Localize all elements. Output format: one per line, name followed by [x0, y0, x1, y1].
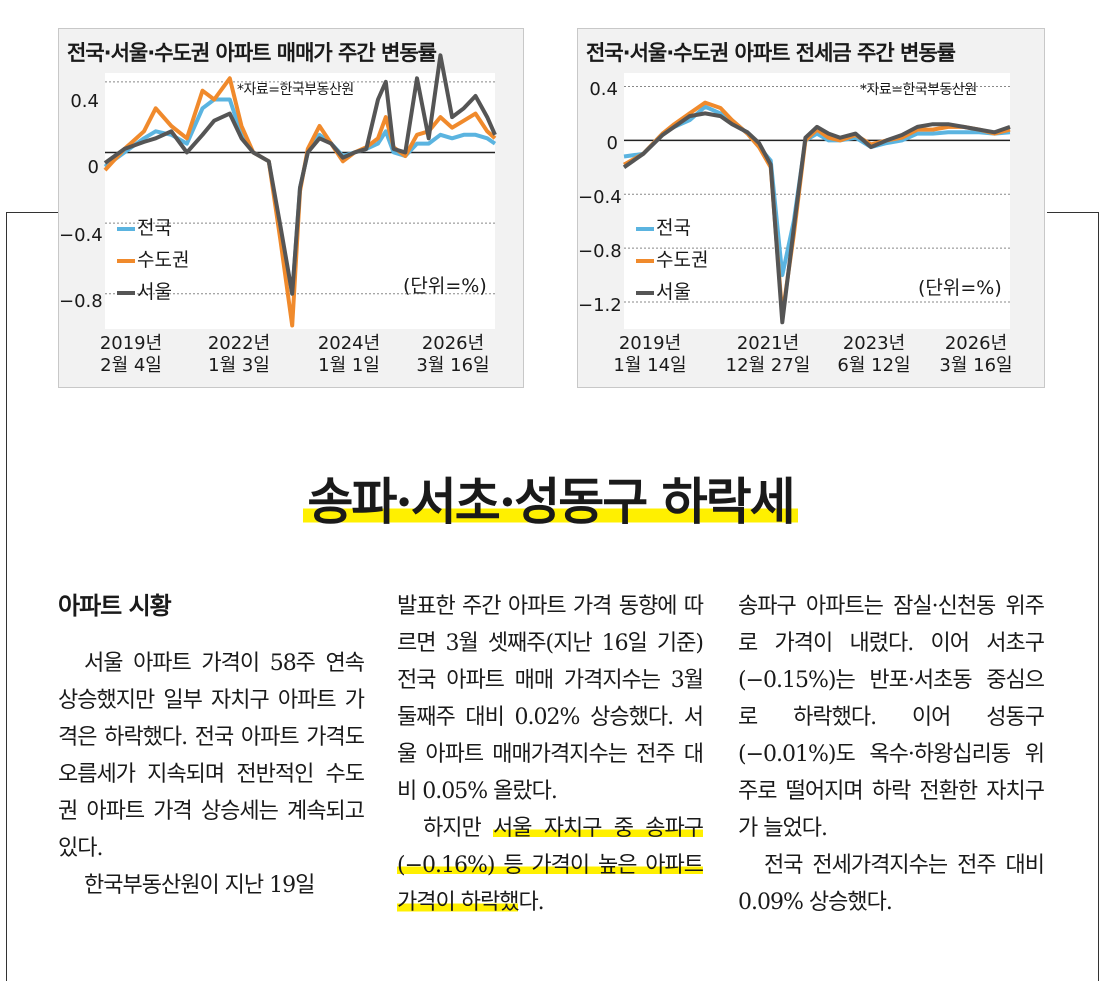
jeonse-price-plot: [622, 73, 1011, 329]
sale-price-plot: [103, 53, 497, 329]
frame-line-left-top: [6, 212, 58, 213]
y-tick: 0.4: [589, 79, 618, 100]
chart-title: 전국·서울·수도권 아파트 전세금 주간 변동률: [586, 41, 956, 65]
frame-line-right: [1098, 212, 1099, 981]
y-tick: 0: [606, 133, 618, 154]
y-tick: −0.8: [59, 291, 103, 312]
legend-item-seoul: 서울: [636, 277, 691, 304]
unit-label: (단위=%): [918, 277, 1002, 299]
chart-title: 전국·서울·수도권 아파트 매매가 주간 변동률: [67, 41, 437, 65]
series-line-capital: [103, 76, 497, 328]
headline: 송파·서초·성동구 하락세: [0, 462, 1101, 534]
series-line-seoul: [622, 111, 1011, 325]
x-tick: 2021년 12월 27일: [725, 333, 811, 376]
legend-item-capital: 수도권: [117, 245, 189, 272]
x-tick: 2026년 3월 16일: [416, 333, 490, 376]
paragraph: 전국 전세가격지수는 전주 대비 0.09% 상승했다.: [738, 853, 1045, 915]
y-tick: −0.8: [578, 241, 622, 262]
x-tick: 2019년 1월 14일: [613, 333, 687, 376]
paragraph: 한국부동산원이 지난 19일: [84, 873, 315, 898]
y-tick: −1.2: [578, 295, 622, 316]
x-tick: 2024년 1월 1일: [317, 333, 381, 376]
x-tick: 2019년 2월 4일: [99, 333, 163, 376]
y-tick: 0: [87, 157, 99, 178]
y-tick: −0.4: [578, 187, 622, 208]
paragraph: 서울 아파트 가격이 58주 연속 상승했지만 일부 자치구 아파트 가격은 하…: [58, 651, 365, 861]
x-tick: 2026년 3월 16일: [939, 333, 1013, 376]
chart-source: *자료=한국부동산원: [237, 82, 354, 98]
y-tick: 0.4: [70, 91, 99, 112]
legend-item-national: 전국: [636, 213, 691, 240]
sale-price-chart: 전국·서울·수도권 아파트 매매가 주간 변동률 *자료=한국부동산원 0.4 …: [58, 28, 524, 388]
legend-item-capital: 수도권: [636, 245, 708, 272]
section-title: 아파트 시황: [58, 592, 172, 620]
article-column-3: 송파구 아파트는 잠실·신천동 위주로 가격이 내렸다. 이어 서초구(−0.1…: [738, 588, 1045, 921]
article-column-2: 발표한 주간 아파트 가격 동향에 따르면 3월 셋째주(지난 16일 기준) …: [397, 588, 704, 921]
unit-label: (단위=%): [403, 275, 487, 297]
paragraph-highlighted: 하지만 서울 자치구 중 송파구(−0.16%) 등 가격이 높은 아파트 가격…: [397, 816, 704, 915]
frame-line-right-top: [1047, 212, 1099, 213]
series-line-seoul: [103, 53, 497, 296]
article-column-1: 아파트 시황 서울 아파트 가격이 58주 연속 상승했지만 일부 자치구 아파…: [58, 588, 365, 904]
jeonse-price-chart: 전국·서울·수도권 아파트 전세금 주간 변동률 *자료=한국부동산원 0.4 …: [577, 28, 1045, 388]
paragraph: 송파구 아파트는 잠실·신천동 위주로 가격이 내렸다. 이어 서초구(−0.1…: [738, 594, 1045, 841]
paragraph: 발표한 주간 아파트 가격 동향에 따르면 3월 셋째주(지난 16일 기준) …: [397, 594, 704, 804]
x-tick: 2022년 1월 3일: [207, 333, 271, 376]
y-tick: −0.4: [59, 225, 103, 246]
x-tick: 2023년 6월 12일: [837, 333, 911, 376]
chart-source: *자료=한국부동산원: [860, 82, 977, 98]
series-line-national: [103, 97, 497, 296]
frame-line-left: [6, 212, 7, 981]
legend-item-national: 전국: [117, 213, 172, 240]
legend-item-seoul: 서울: [117, 277, 172, 304]
